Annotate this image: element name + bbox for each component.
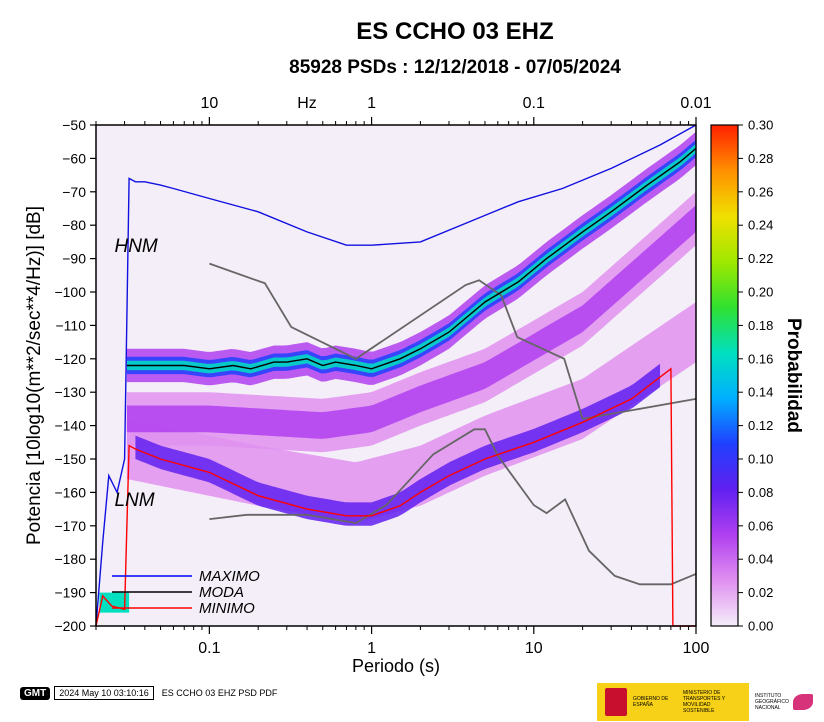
x-tick-label: 1	[367, 640, 376, 657]
x-tick-label: 0.1	[198, 640, 220, 657]
heatmap-band-low	[126, 302, 697, 523]
ign-logo: INSTITUTO GEOGRÁFICO NACIONAL	[749, 683, 821, 721]
series-minimo-line	[95, 367, 696, 627]
y-tick-label: −130	[54, 384, 86, 400]
heatmap-band-mid-core	[126, 205, 697, 439]
colorbar-tick-label: 0.08	[748, 485, 773, 500]
probability-heatmap	[96, 125, 697, 626]
model-label-lnm: LNM	[114, 490, 154, 511]
colorbar-tick-label: 0.24	[748, 218, 773, 233]
y-tick-label: −60	[62, 150, 86, 166]
y-tick-label: −50	[62, 117, 86, 133]
y-tick-label: −190	[54, 585, 86, 601]
colorbar-tick-label: 0.02	[748, 585, 773, 600]
y-tick-label: −80	[62, 217, 86, 233]
footer-caption: ES CCHO 03 EHZ PSD PDF	[161, 688, 278, 698]
plot-frame	[95, 124, 697, 627]
y-tick-label: −100	[54, 284, 86, 300]
gov-line1: GOBIERNO DE ESPAÑA	[633, 696, 669, 708]
plot-axes: HNM LNM −50 −60 −70 −80 −90 −100 −110 −120 −130 −14…	[24, 95, 712, 676]
colorbar: 0.00 0.02 0.04 0.06 0.08 0.10 0.12 0.14 0.16 0.18…	[710, 118, 804, 634]
colorbar-tick-label: 0.16	[748, 351, 773, 366]
y-tick-label: −110	[56, 317, 87, 333]
top-tick-label: 10	[200, 95, 218, 112]
series-nhnm-line	[209, 262, 584, 420]
x-axis-label: Periodo (s)	[352, 656, 440, 676]
y-tick-label: −70	[62, 184, 86, 200]
series-nhnm_long-line	[582, 398, 697, 420]
x-tick-label: 10	[525, 640, 543, 657]
colorbar-tick-label: 0.18	[748, 318, 773, 333]
statistic-curves	[95, 124, 697, 627]
y-tick-label: −90	[62, 251, 86, 267]
gmt-logo: GMT	[20, 686, 51, 700]
colorbar-tick-label: 0.30	[748, 118, 773, 133]
coat-of-arms-icon	[605, 688, 627, 716]
series-nlnm-line	[209, 428, 697, 586]
chart-title: ES CCHO 03 EHZ	[356, 18, 554, 45]
top-tick-label: 0.1	[523, 95, 545, 112]
colorbar-tick-label: 0.14	[748, 385, 773, 400]
legend-label-maximo: MAXIMO	[199, 568, 260, 585]
legend-label-minimo: MINIMO	[199, 600, 255, 617]
colorbar-scale	[710, 124, 739, 627]
footer: GMT 2024 May 10 03:10:16 ES CCHO 03 EHZ …	[20, 685, 277, 701]
y-tick-label: −160	[54, 484, 86, 500]
government-logo: GOBIERNO DE ESPAÑA MINISTERIO DE TRANSPO…	[597, 683, 749, 721]
footer-timestamp: 2024 May 10 03:10:16	[54, 686, 154, 700]
y-tick-label: −170	[54, 518, 86, 534]
noise-model-lines	[209, 262, 697, 586]
ign-text: INSTITUTO GEOGRÁFICO NACIONAL	[755, 693, 789, 711]
colorbar-tick-label: 0.20	[748, 285, 773, 300]
colorbar-tick-label: 0.06	[748, 518, 773, 533]
heatmap-band-min	[135, 363, 661, 526]
series-maximo-line	[95, 124, 697, 627]
colorbar-label: Probabilidad	[783, 318, 804, 433]
ign-mark-icon	[793, 694, 813, 710]
colorbar-tick-label: 0.04	[748, 552, 773, 567]
colorbar-tick-label: 0.26	[748, 184, 773, 199]
colorbar-tick-label: 0.28	[748, 151, 773, 166]
top-tick-label: 0.01	[680, 95, 711, 112]
y-tick-label: −150	[54, 451, 86, 467]
colorbar-tick-label: 0.10	[748, 452, 773, 467]
model-label-hnm: HNM	[114, 236, 157, 257]
series-moda-line	[126, 147, 697, 370]
top-axis-label: Hz	[297, 95, 317, 112]
x-tick-label: 100	[683, 640, 710, 657]
y-tick-label: −140	[54, 418, 86, 434]
y-axis-label: Potencia [10log10(m**2/sec**4/Hz)] [dB]	[24, 206, 45, 545]
colorbar-tick-label: 0.22	[748, 251, 773, 266]
legend-label-moda: MODA	[199, 584, 244, 601]
colorbar-tick-label: 0.12	[748, 418, 773, 433]
gov-line2: MINISTERIO DE TRANSPORTES Y MOVILIDAD SO…	[683, 690, 725, 714]
colorbar-tick-label: 0.00	[748, 619, 773, 634]
top-tick-label: 1	[367, 95, 376, 112]
institution-logos: GOBIERNO DE ESPAÑA MINISTERIO DE TRANSPO…	[597, 683, 821, 721]
chart-subtitle: 85928 PSDs : 12/12/2018 - 07/05/2024	[289, 57, 621, 78]
y-tick-label: −200	[54, 618, 86, 634]
y-tick-label: −180	[54, 551, 86, 567]
y-tick-label: −120	[54, 351, 86, 367]
